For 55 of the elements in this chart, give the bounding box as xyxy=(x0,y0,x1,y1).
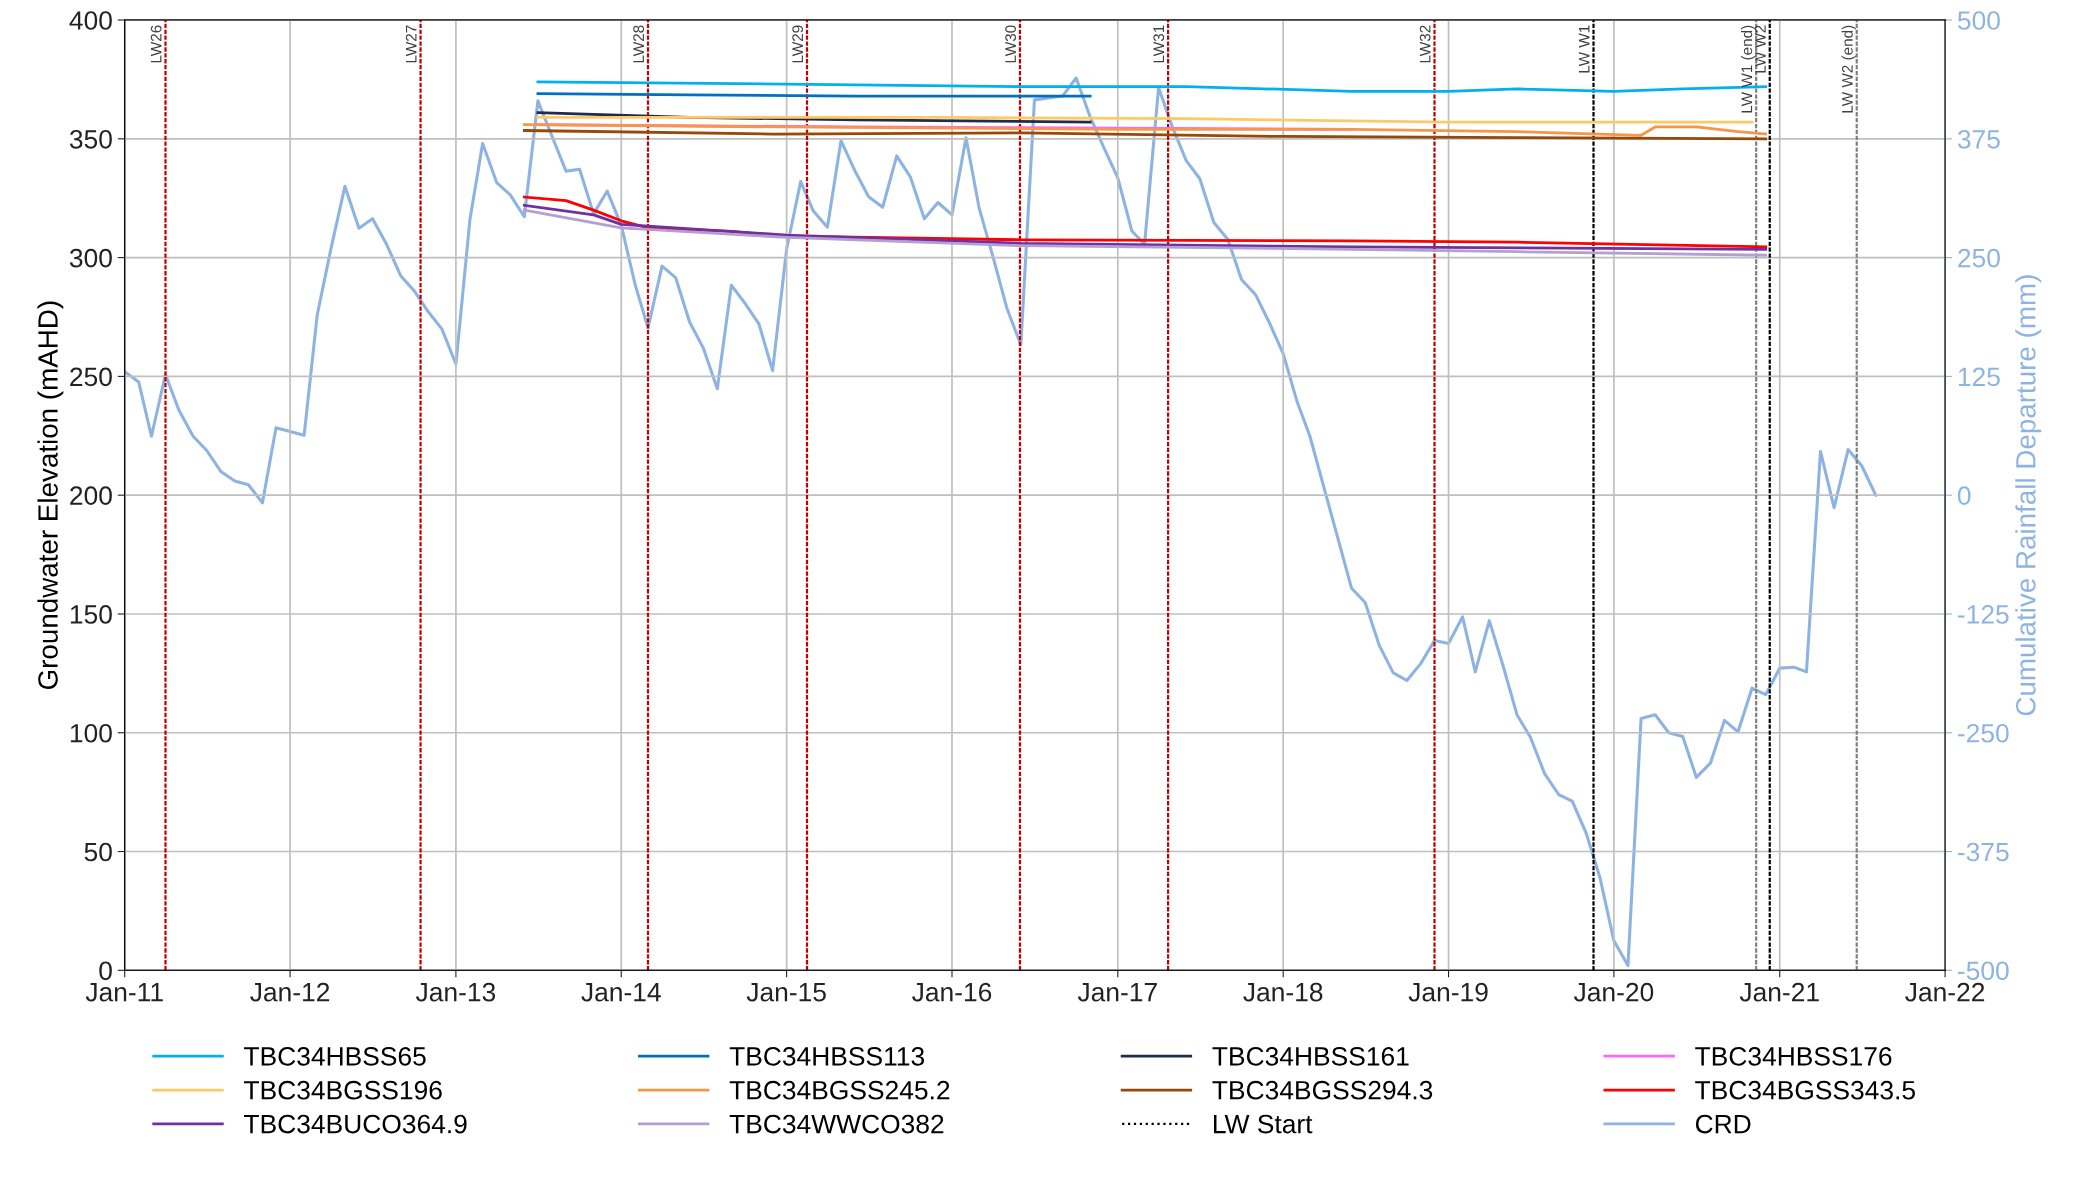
legend-label: TBC34BGSS343.5 xyxy=(1695,1080,1915,1100)
y2-axis-title: Cumulative Rainfall Departure (mm) xyxy=(2015,275,2042,716)
y2-tick-label: -125 xyxy=(1958,605,2009,624)
y-tick-label: 200 xyxy=(70,486,112,505)
legend-label: TBC34HBSS176 xyxy=(1695,1047,1892,1066)
x-tick-label: Jan-15 xyxy=(746,983,826,1002)
y-tick-label: 100 xyxy=(70,723,112,743)
y2-tick-label: -250 xyxy=(1958,723,2009,743)
x-tick-label: Jan-21 xyxy=(1739,982,1819,1002)
x-tick-label: Jan-19 xyxy=(1408,982,1488,1002)
legend-label: TBC34BGSS245.2 xyxy=(729,1080,950,1100)
data-label: LW30 xyxy=(1005,25,1017,63)
y-tick-label: 250 xyxy=(70,367,112,387)
x-tick-label: Jan-17 xyxy=(1077,983,1157,1002)
legend-label: TBC34WWCO382 xyxy=(729,1114,944,1134)
y-tick-label: 150 xyxy=(70,605,112,624)
data-label: LW W1 xyxy=(1578,25,1590,73)
data-label: LW31 xyxy=(1153,25,1165,63)
legend-label: TBC34HBSS65 xyxy=(244,1047,426,1066)
x-tick-label: Jan-20 xyxy=(1573,982,1654,1002)
data-label: LW26 xyxy=(150,25,162,63)
data-label: LW29 xyxy=(792,25,804,63)
data-label: LW32 xyxy=(1419,25,1431,63)
legend-label: TBC34HBSS113 xyxy=(729,1047,925,1066)
x-tick-label: Jan-11 xyxy=(85,983,163,1002)
x-tick-label: Jan-13 xyxy=(415,982,496,1002)
y2-tick-label: -500 xyxy=(1958,961,2009,981)
legend-label: LW Start xyxy=(1214,1114,1313,1134)
y-tick-label: 50 xyxy=(84,842,112,862)
data-label: LW W2 xyxy=(1755,25,1766,73)
x-tick-label: Jan-14 xyxy=(581,983,661,1002)
legend-label: TBC34BUCO364.9 xyxy=(244,1114,467,1134)
y-axis-title: Groundwater Elevation (mAHD) xyxy=(37,301,64,690)
data-label: LW28 xyxy=(633,25,645,63)
x-tick-label: Jan-16 xyxy=(912,982,992,1002)
y2-tick-label: 500 xyxy=(1957,11,2000,30)
y-tick-label: 400 xyxy=(69,11,112,30)
legend-label: TBC34HBSS161 xyxy=(1212,1047,1409,1066)
y2-tick-label: 375 xyxy=(1957,129,2000,149)
y-tick-label: 0 xyxy=(99,961,112,981)
y2-tick-label: -375 xyxy=(1958,842,2009,862)
legend-label: TBC34BGSS294.3 xyxy=(1212,1080,1433,1100)
y2-tick-label: 125 xyxy=(1958,367,2000,387)
y2-tick-label: 250 xyxy=(1958,248,2000,268)
x-tick-label: Jan-12 xyxy=(250,982,330,1002)
data-label: LW W2 (end) xyxy=(1841,25,1856,113)
x-tick-label: Jan-18 xyxy=(1243,982,1323,1002)
legend-label: TBC34BGSS196 xyxy=(244,1080,442,1100)
legend-label: CRD xyxy=(1695,1114,1751,1134)
y2-tick-label: 0 xyxy=(1957,486,1971,505)
y-tick-label: 300 xyxy=(69,248,112,268)
x-tick-label: Jan-22 xyxy=(1905,982,1985,1002)
data-label: LW W1 (end) xyxy=(1741,25,1756,113)
data-label: LW27 xyxy=(405,25,417,63)
y-tick-label: 350 xyxy=(69,129,112,149)
